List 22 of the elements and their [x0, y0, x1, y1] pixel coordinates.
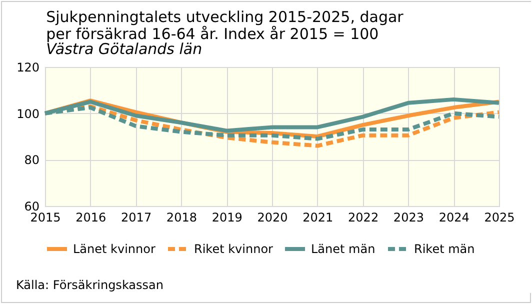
chart-subtitle: Västra Götalands län: [46, 40, 202, 58]
legend-label: Riket män: [414, 242, 475, 256]
x-tick-label: 2021: [302, 210, 334, 224]
x-tick-label: 2024: [438, 210, 470, 224]
x-tick-label: 2018: [166, 210, 197, 224]
legend-label: Länet män: [311, 242, 376, 256]
y-tick-label: 60: [24, 200, 40, 214]
legend-label: Länet kvinnor: [73, 242, 156, 256]
x-tick-label: 2022: [348, 210, 379, 224]
x-tick-label: 2019: [212, 210, 242, 224]
text: Källa: Försäkringskassan: [16, 278, 164, 292]
x-tick-label: 2025: [484, 210, 515, 224]
x-tick-label: 2023: [393, 210, 424, 224]
y-tick-label: 100: [16, 106, 40, 121]
legend-label: Riket kvinnor: [194, 242, 274, 256]
y-tick-label: 80: [24, 153, 40, 168]
x-tick-label: 2017: [121, 210, 152, 224]
x-tick-label: 2020: [257, 210, 288, 224]
x-tick-label: 2016: [76, 210, 106, 224]
y-tick-label: 120: [16, 60, 40, 74]
x-tick-label: 2015: [30, 210, 61, 224]
chart-title: Sjukpenningtalets utveckling 2015-2025, dagar per försäkrad 16-64 år. Index år 2015 = 100: [46, 8, 404, 43]
